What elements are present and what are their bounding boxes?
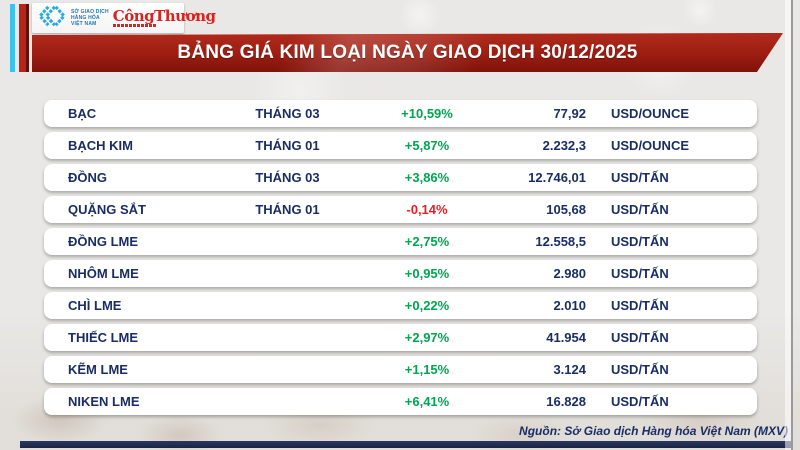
price-value: 41.954	[546, 330, 586, 345]
price-unit: USD/TẤN	[611, 298, 669, 313]
table-row: QUẶNG SẮT THÁNG 01 -0,14% 105,68 USD/TẤN	[44, 196, 757, 223]
right-frame-line	[791, 0, 793, 450]
price-unit: USD/OUNCE	[611, 138, 690, 153]
contract-month: THÁNG 01	[255, 202, 320, 217]
change-percent: -0,14%	[406, 202, 448, 217]
mxv-org-line3: VIỆT NAM	[71, 21, 97, 27]
change-percent: +3,86%	[404, 170, 450, 185]
title-banner: BẢNG GIÁ KIM LOẠI NGÀY GIAO DỊCH 30/12/2…	[32, 33, 783, 72]
price-value: 105,68	[546, 202, 586, 217]
mxv-chevron-logo-icon	[36, 4, 68, 33]
price-unit: USD/TẤN	[611, 394, 669, 409]
cong-thuong-wordmark: CôngThương	[112, 7, 216, 25]
price-value: 12.746,01	[528, 170, 586, 185]
mxv-org-line2: HÀNG HÓA	[71, 15, 100, 21]
commodity-name: NHÔM LME	[68, 266, 139, 281]
table-row: KẼM LME +1,15% 3.124 USD/TẤN	[44, 356, 757, 383]
commodity-name: KẼM LME	[68, 362, 128, 377]
price-value: 77,92	[553, 106, 586, 121]
commodity-name: THIẾC LME	[68, 330, 139, 345]
table-row: ĐỒNG THÁNG 03 +3,86% 12.746,01 USD/TẤN	[44, 164, 757, 191]
change-percent: +0,22%	[404, 298, 450, 313]
commodity-name: QUẶNG SẮT	[68, 202, 146, 217]
cong-thuong-logo: CôngThương	[112, 7, 216, 27]
change-percent: +0,95%	[404, 266, 450, 281]
price-unit: USD/TẤN	[611, 202, 669, 217]
price-unit: USD/TẤN	[611, 330, 669, 345]
contract-month: THÁNG 01	[255, 138, 320, 153]
cong-thuong-underline	[112, 24, 157, 27]
commodity-name: BẠCH KIM	[68, 138, 133, 153]
price-value: 3.124	[553, 362, 586, 377]
change-percent: +10,59%	[401, 106, 453, 121]
price-value: 2.010	[553, 298, 586, 313]
commodity-name: ĐỒNG	[68, 170, 107, 185]
contract-month: THÁNG 03	[255, 170, 320, 185]
table-row: BẠCH KIM THÁNG 01 +5,87% 2.232,3 USD/OUN…	[44, 132, 757, 159]
commodity-name: NIKEN LME	[68, 394, 140, 409]
commodity-name: ĐỒNG LME	[68, 234, 139, 249]
price-value: 16.828	[546, 394, 586, 409]
price-unit: USD/TẤN	[611, 170, 669, 185]
table-row: NIKEN LME +6,41% 16.828 USD/TẤN	[44, 388, 757, 415]
change-percent: +1,15%	[404, 362, 450, 377]
price-value: 2.980	[553, 266, 586, 281]
table-row: NHÔM LME +0,95% 2.980 USD/TẤN	[44, 260, 757, 287]
change-percent: +2,97%	[404, 330, 450, 345]
price-value: 2.232,3	[542, 138, 586, 153]
price-unit: USD/TẤN	[611, 266, 669, 281]
table-row: CHÌ LME +0,22% 2.010 USD/TẤN	[44, 292, 757, 319]
commodity-name: CHÌ LME	[68, 298, 122, 313]
right-frame-highlight	[785, 0, 791, 450]
table-row: THIẾC LME +2,97% 41.954 USD/TẤN	[44, 324, 757, 351]
mxv-org-line1: SỞ GIAO DỊCH	[71, 9, 109, 15]
left-accent-stripe-cyan	[10, 4, 15, 72]
table-row: BẠC THÁNG 03 +10,59% 77,92 USD/OUNCE	[44, 100, 757, 127]
change-percent: +6,41%	[404, 394, 450, 409]
bottom-navy-bar	[20, 441, 793, 448]
price-value: 12.558,5	[535, 234, 586, 249]
header-logo-bar: SỞ GIAO DỊCH HÀNG HÓA VIỆT NAM CôngThươn…	[32, 3, 216, 33]
price-unit: USD/TẤN	[611, 362, 669, 377]
change-percent: +2,75%	[404, 234, 450, 249]
commodity-name: BẠC	[68, 106, 97, 121]
price-unit: USD/OUNCE	[611, 106, 690, 121]
contract-month: THÁNG 03	[255, 106, 320, 121]
price-unit: USD/TẤN	[611, 234, 669, 249]
price-table: BẠC THÁNG 03 +10,59% 77,92 USD/OUNCE BẠC…	[44, 100, 757, 420]
left-accent-stripe-red	[19, 4, 29, 72]
change-percent: +5,87%	[404, 138, 450, 153]
table-row: ĐỒNG LME +2,75% 12.558,5 USD/TẤN	[44, 228, 757, 255]
source-note: Nguồn: Sở Giao dịch Hàng hóa Việt Nam (M…	[519, 424, 788, 438]
page-title: BẢNG GIÁ KIM LOẠI NGÀY GIAO DỊCH 30/12/2…	[177, 41, 638, 63]
mxv-org-name: SỞ GIAO DỊCH HÀNG HÓA VIỆT NAM	[71, 9, 109, 27]
